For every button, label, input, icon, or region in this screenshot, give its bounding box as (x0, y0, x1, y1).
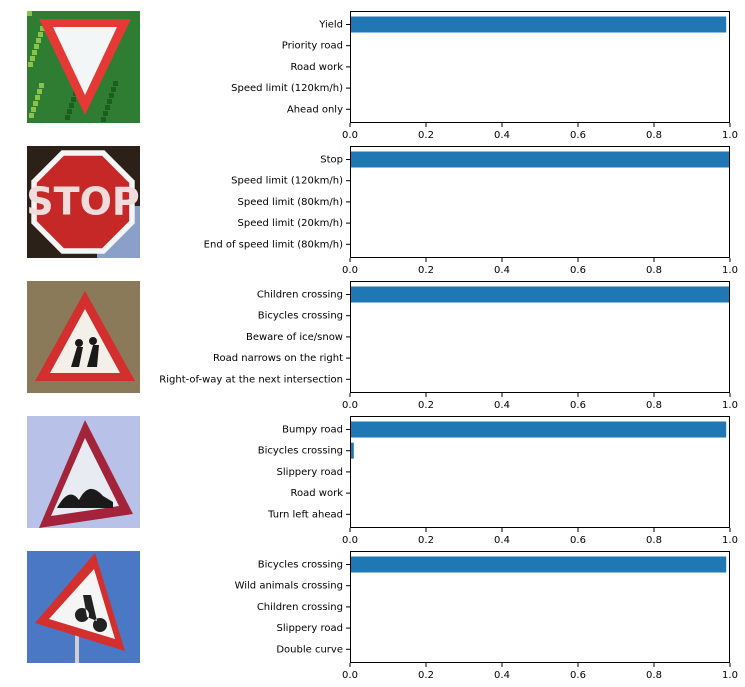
x-tick-label: 0.6 (570, 130, 586, 141)
axes-frame (350, 416, 730, 528)
bicycles-crossing-sign-icon (27, 551, 140, 663)
y-tick-label: Speed limit (20km/h) (238, 218, 344, 229)
y-tick-label: Road narrows on the right (213, 353, 343, 364)
x-tick-label: 0.6 (570, 535, 586, 546)
x-tick-label: 0.4 (494, 265, 510, 276)
sign-face (36, 155, 130, 249)
bar-chart: Yield Priority road Road work Speed limit (… (231, 11, 738, 141)
x-tick-label: 1.0 (722, 535, 738, 546)
children-pictogram (71, 337, 99, 367)
y-tick-label: Ahead only (287, 104, 343, 115)
y-tick-label: Slippery road (277, 467, 343, 478)
x-tick-label: 0.2 (418, 400, 434, 411)
y-tick-label: Speed limit (80km/h) (238, 197, 344, 208)
x-tick-label: 0.6 (570, 400, 586, 411)
x-tick-label: 1.0 (722, 670, 738, 681)
x-tick-label: 0.6 (570, 265, 586, 276)
prediction-panel: Bumpy road Bicycles crossing Slippery road… (27, 416, 738, 546)
y-tick-label: End of speed limit (80km/h) (204, 239, 343, 250)
bar (350, 286, 730, 303)
x-tick-label: 1.0 (722, 265, 738, 276)
y-tick-label: Road work (291, 62, 344, 73)
x-tick-label: 0.0 (342, 130, 358, 141)
bar (350, 442, 354, 459)
x-tick-label: 0.4 (494, 400, 510, 411)
y-tick-label: Children crossing (257, 290, 343, 301)
axes-frame (350, 11, 730, 123)
y-tick-label: Yield (318, 20, 343, 31)
x-tick-label: 0.0 (342, 670, 358, 681)
x-tick-label: 0.4 (494, 130, 510, 141)
bar-chart: Bumpy road Bicycles crossing Slippery road… (258, 416, 738, 546)
x-tick-label: 0.0 (342, 265, 358, 276)
bumpy-road-sign-icon (27, 416, 140, 528)
y-tick-label: Bicycles crossing (258, 560, 343, 571)
bicycle-pictogram (75, 595, 107, 632)
x-tick-label: 1.0 (722, 130, 738, 141)
bar (350, 421, 727, 438)
x-tick-label: 0.4 (494, 670, 510, 681)
x-tick-label: 0.8 (646, 265, 662, 276)
x-tick-label: 0.8 (646, 535, 662, 546)
y-tick-label: Road work (291, 488, 344, 499)
y-tick-label: Turn left ahead (267, 509, 343, 520)
y-tick-label: Speed limit (120km/h) (231, 83, 343, 94)
bumpy-road-pictogram (57, 488, 113, 508)
children-crossing-sign-icon (27, 281, 140, 393)
y-tick-label: Priority road (282, 41, 343, 52)
x-tick-label: 0.8 (646, 130, 662, 141)
y-tick-label: Children crossing (257, 602, 343, 613)
axes-frame (350, 281, 730, 393)
prediction-panel: STOP Stop Speed limit (120km/h) Speed limit… (26, 146, 738, 276)
y-tick-label: Beware of ice/snow (246, 332, 343, 343)
axes-frame (350, 551, 730, 663)
x-tick-label: 0.0 (342, 400, 358, 411)
y-tick-label: Slippery road (277, 623, 343, 634)
y-tick-label: Right-of-way at the next intersection (159, 374, 343, 385)
bar-chart: Children crossing Bicycles crossing Beware… (159, 281, 738, 411)
stop-sign-icon: STOP (26, 146, 140, 258)
sign-pole (75, 635, 79, 663)
x-tick-label: 0.2 (418, 670, 434, 681)
bar (350, 151, 730, 168)
prediction-panel: Yield Priority road Road work Speed limit (… (27, 11, 738, 141)
x-tick-label: 0.2 (418, 130, 434, 141)
bar (350, 556, 727, 573)
x-tick-label: 0.2 (418, 535, 434, 546)
y-tick-label: Bicycles crossing (258, 311, 343, 322)
prediction-panel: Children crossing Bicycles crossing Beware… (27, 281, 738, 411)
prediction-panel: Bicycles crossing Wild animals crossing Ch… (27, 551, 738, 681)
bar-chart: Stop Speed limit (120km/h) Speed limit (80… (204, 146, 738, 276)
x-tick-label: 0.0 (342, 535, 358, 546)
x-tick-label: 0.6 (570, 670, 586, 681)
y-tick-label: Stop (320, 155, 343, 166)
bar (350, 16, 727, 33)
sign-face (53, 27, 117, 95)
stop-lettering: STOP (26, 180, 139, 224)
sign-face (50, 309, 120, 373)
x-tick-label: 0.8 (646, 400, 662, 411)
x-tick-label: 0.8 (646, 670, 662, 681)
y-tick-label: Wild animals crossing (235, 581, 343, 592)
x-tick-label: 0.4 (494, 535, 510, 546)
yield-sign-icon (27, 11, 140, 123)
axes-frame (350, 146, 730, 258)
x-tick-label: 0.2 (418, 265, 434, 276)
y-tick-label: Bicycles crossing (258, 446, 343, 457)
x-tick-label: 1.0 (722, 400, 738, 411)
bar-chart: Bicycles crossing Wild animals crossing Ch… (235, 551, 738, 681)
y-tick-label: Bumpy road (282, 425, 343, 436)
y-tick-label: Speed limit (120km/h) (231, 176, 343, 187)
y-tick-label: Double curve (276, 644, 343, 655)
